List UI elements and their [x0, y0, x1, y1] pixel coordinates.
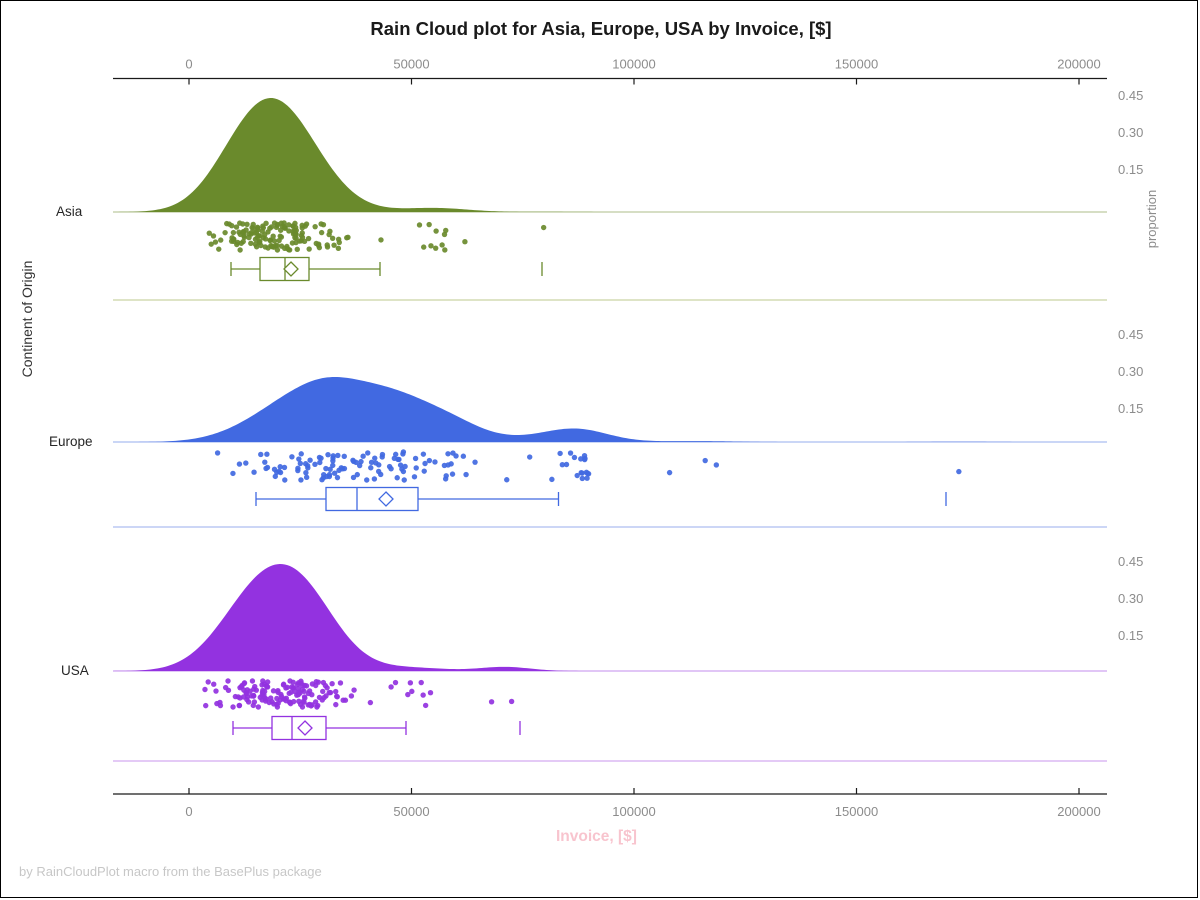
svg-text:150000: 150000	[835, 804, 878, 819]
svg-text:0.30: 0.30	[1118, 364, 1143, 379]
svg-text:0.45: 0.45	[1118, 554, 1143, 569]
svg-text:0: 0	[185, 804, 192, 819]
svg-text:0.30: 0.30	[1118, 125, 1143, 140]
svg-text:150000: 150000	[835, 57, 878, 72]
svg-text:50000: 50000	[393, 57, 429, 72]
svg-text:0.15: 0.15	[1118, 401, 1143, 416]
svg-text:100000: 100000	[612, 57, 655, 72]
svg-text:50000: 50000	[393, 804, 429, 819]
svg-text:0: 0	[185, 57, 192, 72]
svg-text:100000: 100000	[612, 804, 655, 819]
svg-text:0.30: 0.30	[1118, 591, 1143, 606]
svg-text:0.15: 0.15	[1118, 162, 1143, 177]
svg-text:0.45: 0.45	[1118, 88, 1143, 103]
svg-text:200000: 200000	[1057, 57, 1100, 72]
svg-text:0.15: 0.15	[1118, 628, 1143, 643]
svg-text:0.45: 0.45	[1118, 327, 1143, 342]
svg-text:200000: 200000	[1057, 804, 1100, 819]
